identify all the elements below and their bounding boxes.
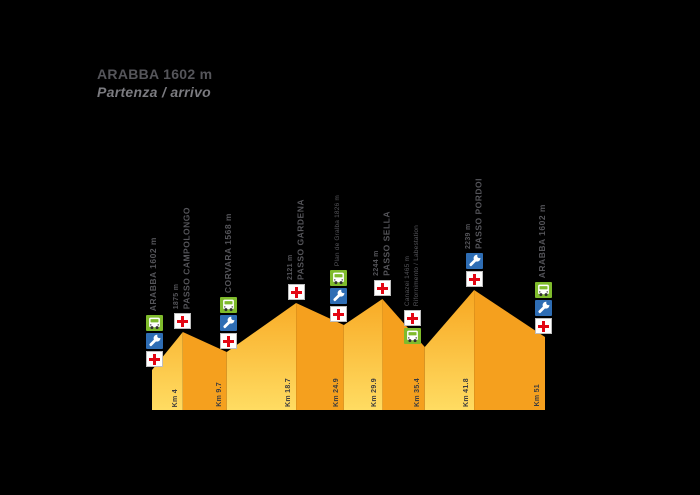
km-label: Km 29.9: [371, 378, 379, 407]
medical-cross-icon: [174, 313, 192, 329]
mechanic-wrench-icon: [220, 315, 238, 331]
profile-segment-descent: [474, 290, 546, 410]
medical-cross-icon: [287, 284, 305, 300]
station-passo-gardena: 2121 m PASSO GARDENA: [266, 199, 326, 300]
station-plan-de-gralba: Plan de Gralba 1826 m: [309, 195, 369, 322]
route-title-name: ARABBA 1602 m: [97, 66, 213, 82]
profile-segment-climb: [343, 299, 383, 410]
route-title-subtitle: Partenza / arrivo: [97, 84, 212, 100]
mechanic-wrench-icon: [534, 300, 552, 316]
station-altitude: 2244 m: [372, 250, 380, 276]
km-label: Km 9.7: [215, 382, 223, 407]
profile-segment-descent: [296, 303, 344, 410]
station-service-icons: [145, 315, 163, 367]
profile-segment-climb: [226, 303, 297, 410]
station-passo-campolongo: 1875 m PASSO CAMPOLONGO: [153, 207, 213, 329]
station-label: CORVARA 1568 m: [223, 213, 234, 293]
station-corvara: CORVARA 1568 m: [199, 213, 259, 349]
station-name: PASSO CAMPOLONGO: [181, 206, 192, 309]
km-label: Km 51: [534, 384, 541, 407]
station-service-icons: [174, 313, 192, 329]
km-label: Km 41.8: [463, 378, 471, 407]
mechanic-wrench-icon: [145, 333, 163, 349]
shuttle-bus-icon: [330, 270, 348, 286]
profile-segment-descent: [382, 299, 425, 410]
profile-segment-descent: [182, 332, 227, 410]
station-altitude: 2239 m: [464, 223, 472, 249]
station-altitude: 1875 m: [173, 283, 181, 309]
km-label: Km 4: [171, 388, 179, 407]
station-service-icons: [373, 280, 391, 296]
station-label: Plan de Gralba 1826 m: [334, 195, 343, 266]
station-arabba-start: ARABBA 1602 m: [124, 237, 184, 367]
station-service-icons: [220, 297, 238, 349]
station-altitude: 2121 m: [286, 254, 294, 280]
medical-cross-icon: [145, 351, 163, 367]
station-service-icons: [404, 310, 422, 344]
station-service-icons: [534, 282, 552, 334]
station-altitude: Canazei 1465 m: [404, 255, 412, 306]
medical-cross-icon: [404, 310, 422, 326]
station-name: PASSO GARDENA: [295, 199, 306, 280]
mechanic-wrench-icon: [330, 288, 348, 304]
station-canazei: Canazei 1465 m Rifornimento / Labestation: [383, 225, 443, 344]
station-altitude: Rifornimento / Labestation: [412, 224, 420, 306]
shuttle-bus-icon: [534, 282, 552, 298]
medical-cross-icon: [534, 318, 552, 334]
station-arabba-finish: ARABBA 1602 m: [513, 204, 573, 334]
station-label: 2239 m PASSO PORDOI: [464, 178, 485, 249]
km-label: Km 35.4: [413, 378, 421, 407]
km-label: Km 24.9: [332, 378, 340, 407]
shuttle-bus-icon: [220, 297, 238, 313]
shuttle-bus-icon: [145, 315, 163, 331]
station-altitude: Plan de Gralba 1826 m: [334, 194, 342, 266]
route-title: ARABBA 1602 m Partenza / arrivo: [97, 66, 212, 100]
station-label: Canazei 1465 m Rifornimento / Labestation: [404, 225, 422, 306]
station-passo-pordoi: 2239 m PASSO PORDOI: [444, 178, 504, 287]
station-name: CORVARA 1568 m: [223, 212, 233, 293]
shuttle-bus-icon: [404, 328, 422, 344]
station-label: ARABBA 1602 m: [537, 204, 548, 278]
station-passo-sella: 2244 m PASSO SELLA: [352, 211, 412, 296]
station-service-icons: [287, 284, 305, 300]
km-label: Km 18.7: [285, 378, 293, 407]
medical-cross-icon: [373, 280, 391, 296]
medical-cross-icon: [465, 271, 483, 287]
station-service-icons: [465, 253, 483, 287]
medical-cross-icon: [330, 306, 348, 322]
profile-segment-climb: [152, 332, 183, 410]
medical-cross-icon: [220, 333, 238, 349]
station-label: 2121 m PASSO GARDENA: [286, 199, 307, 280]
station-name: ARABBA 1602 m: [537, 203, 548, 278]
station-name: PASSO PORDOI: [473, 177, 484, 249]
station-label: 1875 m PASSO CAMPOLONGO: [172, 207, 193, 309]
mechanic-wrench-icon: [465, 253, 483, 269]
station-service-icons: [330, 270, 348, 322]
profile-segment-climb: [424, 290, 475, 410]
